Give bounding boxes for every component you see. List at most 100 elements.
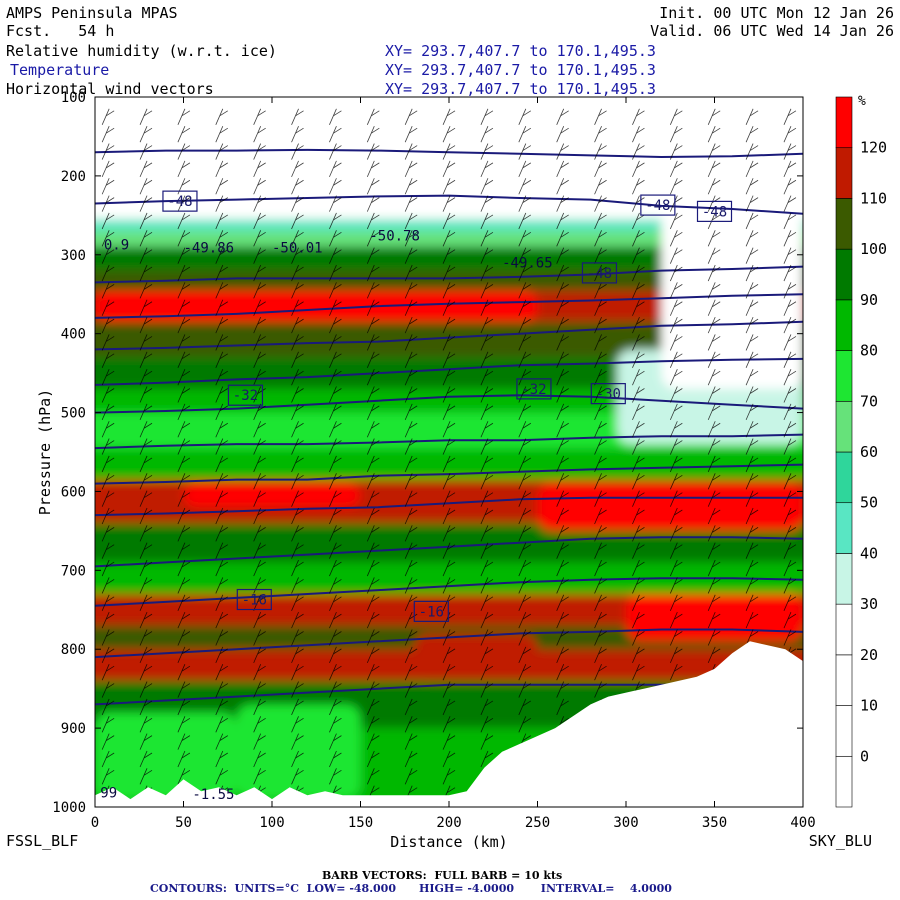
x-tick-label: 50 — [175, 815, 192, 831]
wind-barb — [594, 126, 607, 143]
wind-barb — [518, 646, 532, 664]
wind-barb — [215, 178, 229, 195]
wind-barb — [556, 230, 569, 247]
wind-barb — [253, 681, 266, 698]
wind-barb — [329, 403, 342, 421]
colorbar-label: 80 — [860, 342, 878, 360]
wind-barb — [669, 525, 683, 542]
wind-barb — [669, 299, 683, 316]
wind-barb — [291, 559, 304, 577]
wind-barb — [594, 559, 607, 577]
field-name-temperature: Temperature — [10, 61, 110, 79]
wind-barb — [253, 386, 266, 403]
wind-barb — [783, 230, 797, 247]
wind-barb — [632, 178, 645, 195]
wind-barb — [783, 316, 797, 334]
wind-barb — [594, 664, 607, 681]
wind-barb — [253, 264, 266, 282]
wind-barb — [253, 369, 266, 386]
wind-barb — [594, 230, 607, 247]
wind-barb — [139, 716, 153, 733]
wind-barb — [177, 334, 191, 351]
wind-barb — [177, 681, 191, 698]
wind-barb — [404, 299, 418, 316]
wind-barb — [594, 369, 607, 386]
wind-barb — [404, 230, 418, 247]
wind-barb — [291, 507, 304, 525]
wind-barb — [366, 386, 380, 403]
wind-barb — [669, 282, 683, 299]
contour-label-box — [581, 262, 618, 284]
wind-barb — [139, 594, 153, 611]
wind-barb — [366, 316, 380, 334]
wind-barb — [139, 351, 153, 368]
wind-barb — [101, 681, 115, 698]
wind-barb — [139, 247, 153, 264]
wind-barb — [632, 525, 645, 542]
wind-barb — [669, 490, 683, 507]
wind-barb — [366, 108, 380, 125]
forecast-hour: Fcst. 54 h — [6, 22, 115, 40]
wind-barb — [139, 369, 153, 386]
wind-barb — [518, 195, 532, 212]
valid-time: Valid. 06 UTC Wed 14 Jan 26 — [650, 22, 894, 40]
wind-barb — [404, 403, 418, 421]
wind-barb — [480, 750, 494, 768]
wind-barb — [366, 611, 380, 629]
wind-barb — [177, 299, 191, 316]
wind-barb — [594, 490, 607, 507]
wind-barb — [329, 611, 342, 629]
wind-barb — [556, 438, 569, 455]
x-tick-label: 200 — [436, 815, 461, 831]
wind-barb — [101, 542, 115, 559]
wind-barb — [480, 212, 494, 230]
wind-barb — [291, 681, 304, 698]
y-tick-label: 700 — [61, 563, 86, 579]
wind-barb — [291, 143, 304, 160]
wind-barb — [556, 559, 569, 577]
wind-barb — [329, 421, 342, 438]
wind-barb — [329, 698, 342, 716]
wind-barb — [291, 716, 304, 733]
wind-barb — [101, 611, 115, 629]
colorbar-label: 50 — [860, 494, 878, 512]
wind-barb — [556, 178, 569, 195]
value-label-2: -50.01 — [272, 240, 323, 256]
wind-barb — [177, 369, 191, 386]
wind-barb — [594, 542, 607, 559]
wind-barb — [329, 455, 342, 473]
wind-barb — [366, 143, 380, 160]
wind-barb — [783, 438, 797, 455]
wind-barb — [518, 698, 532, 716]
wind-barb — [783, 403, 797, 421]
wind-barb — [291, 299, 304, 316]
wind-barb — [139, 230, 153, 247]
wind-barb — [556, 421, 569, 438]
wind-barb — [366, 195, 380, 212]
wind-barb — [480, 351, 494, 368]
wind-barb — [632, 143, 645, 160]
wind-barb — [442, 351, 456, 368]
temperature-contour--8 — [95, 628, 803, 659]
wind-barb — [139, 681, 153, 698]
wind-barb — [669, 507, 683, 525]
wind-barb — [632, 282, 645, 299]
wind-barb — [707, 299, 721, 316]
y-tick-label: 1000 — [52, 800, 86, 816]
wind-barb — [518, 473, 532, 490]
wind-barb — [291, 160, 304, 178]
wind-barb — [291, 195, 304, 212]
wind-barb — [669, 386, 683, 403]
wind-barb — [291, 264, 304, 282]
wind-barb — [101, 768, 115, 785]
wind-barb — [669, 542, 683, 559]
wind-barb — [329, 247, 342, 264]
wind-barb — [707, 611, 721, 629]
wind-barb — [101, 369, 115, 386]
wind-barb — [291, 108, 304, 125]
wind-barb — [594, 160, 607, 178]
wind-barb — [404, 473, 418, 490]
wind-barb — [291, 577, 304, 594]
wind-barb — [253, 143, 266, 160]
colorbar-bin — [835, 705, 853, 757]
